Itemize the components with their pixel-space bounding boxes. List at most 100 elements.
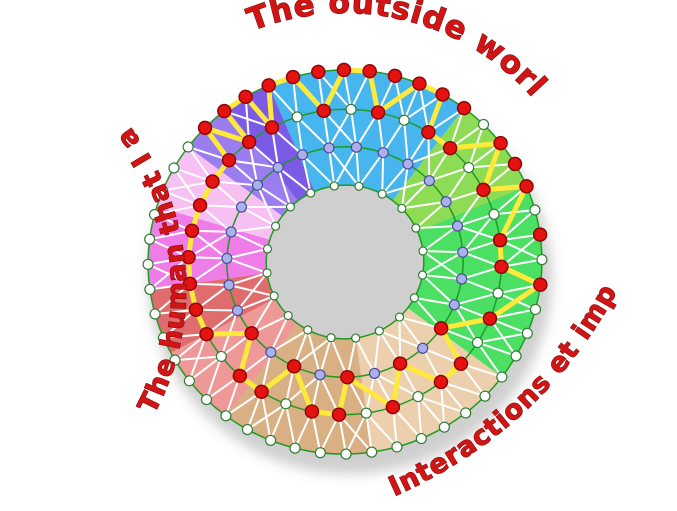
node bbox=[411, 223, 421, 233]
mesh-line bbox=[489, 318, 517, 357]
mesh-line bbox=[422, 225, 459, 252]
mesh-line bbox=[277, 166, 312, 194]
mesh-line bbox=[296, 116, 330, 149]
node bbox=[409, 293, 420, 303]
node bbox=[303, 325, 313, 335]
node bbox=[368, 367, 381, 379]
mesh-line bbox=[414, 296, 455, 306]
red-node bbox=[192, 198, 208, 213]
red-node bbox=[370, 105, 386, 120]
mesh-line bbox=[400, 163, 409, 209]
mesh-line bbox=[456, 189, 485, 227]
node bbox=[351, 333, 361, 343]
mesh-line bbox=[365, 413, 373, 453]
mesh-line bbox=[188, 355, 222, 382]
red-node bbox=[182, 276, 198, 292]
node bbox=[220, 410, 232, 422]
mesh-line bbox=[301, 154, 336, 187]
node bbox=[200, 393, 213, 406]
mesh-line bbox=[403, 93, 444, 122]
node bbox=[272, 161, 284, 174]
node bbox=[394, 312, 405, 322]
node bbox=[471, 336, 484, 349]
mesh-line bbox=[237, 295, 275, 312]
red-node bbox=[241, 134, 257, 150]
red-node bbox=[442, 140, 458, 156]
sector-purple bbox=[227, 85, 315, 201]
node bbox=[418, 246, 428, 256]
node bbox=[142, 258, 154, 270]
red-node bbox=[482, 311, 498, 326]
mesh-line bbox=[231, 225, 276, 233]
node bbox=[479, 390, 491, 402]
red-node bbox=[392, 356, 408, 371]
node bbox=[148, 208, 161, 221]
red-node bbox=[244, 326, 259, 341]
node bbox=[280, 398, 292, 410]
mesh-line bbox=[319, 337, 333, 376]
red-node bbox=[387, 68, 403, 84]
node bbox=[283, 310, 293, 321]
mesh-line bbox=[244, 96, 251, 143]
node bbox=[291, 111, 303, 123]
node bbox=[529, 204, 541, 216]
mesh-line bbox=[333, 146, 358, 187]
mesh-line bbox=[236, 272, 268, 312]
node bbox=[269, 291, 279, 301]
node bbox=[377, 189, 387, 199]
mesh-line bbox=[277, 167, 292, 208]
red-node bbox=[285, 69, 301, 85]
mesh-line bbox=[355, 147, 360, 187]
node bbox=[169, 354, 181, 366]
red-node bbox=[340, 369, 355, 385]
red-node bbox=[286, 359, 302, 374]
node bbox=[157, 332, 170, 344]
node bbox=[314, 447, 326, 459]
mesh-line bbox=[319, 374, 340, 416]
mesh-line bbox=[417, 395, 446, 428]
label-human-that-i-am: The human that I am bbox=[0, 0, 193, 418]
mesh-line bbox=[440, 381, 486, 398]
node bbox=[270, 221, 281, 231]
red-node bbox=[494, 259, 509, 275]
mesh-line bbox=[269, 315, 290, 353]
mesh-line bbox=[422, 251, 464, 276]
mesh-line bbox=[421, 274, 456, 306]
node bbox=[251, 179, 264, 191]
mesh-line bbox=[398, 316, 424, 349]
mesh-line bbox=[407, 147, 451, 165]
sector-red bbox=[149, 272, 276, 353]
mesh-line bbox=[228, 272, 268, 287]
node bbox=[440, 196, 452, 208]
red-node bbox=[533, 277, 548, 292]
node bbox=[366, 446, 378, 458]
red-node bbox=[433, 321, 449, 336]
node bbox=[536, 254, 548, 266]
node bbox=[417, 270, 428, 280]
red-node bbox=[181, 249, 196, 265]
mesh-line bbox=[439, 381, 446, 428]
node bbox=[168, 162, 180, 174]
node bbox=[265, 346, 277, 358]
node bbox=[157, 185, 169, 197]
mesh-line bbox=[250, 295, 275, 334]
node bbox=[345, 103, 357, 115]
red-node bbox=[519, 179, 534, 194]
node bbox=[144, 233, 156, 245]
mesh-line bbox=[499, 239, 543, 261]
mesh-line bbox=[454, 292, 499, 306]
donut-wheel bbox=[142, 62, 548, 460]
mesh-line bbox=[241, 205, 291, 209]
node bbox=[314, 369, 326, 381]
mesh-line bbox=[230, 231, 268, 250]
mesh-line bbox=[381, 179, 430, 195]
node bbox=[463, 161, 475, 174]
sector-tan-light bbox=[355, 308, 502, 453]
node bbox=[231, 304, 244, 317]
mesh-line bbox=[191, 229, 228, 260]
red-node bbox=[331, 407, 347, 422]
node bbox=[377, 147, 389, 159]
node bbox=[323, 142, 335, 154]
node bbox=[423, 175, 435, 187]
